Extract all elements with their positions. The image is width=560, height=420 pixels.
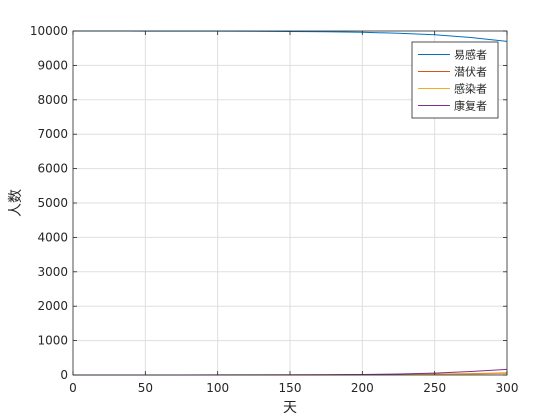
y-tick-label: 0: [60, 368, 68, 382]
x-tick-label: 250: [423, 381, 446, 395]
y-tick-label: 6000: [37, 162, 68, 176]
y-tick-label: 5000: [37, 196, 68, 210]
x-tick-label: 200: [351, 381, 374, 395]
y-tick-label: 3000: [37, 265, 68, 279]
x-tick-label: 300: [496, 381, 519, 395]
legend-label-2: 潜伏者: [454, 65, 487, 79]
y-tick-label: 7000: [37, 127, 68, 141]
x-axis-label: 天: [283, 400, 297, 416]
legend-label-3: 感染者: [454, 82, 487, 96]
legend-label-1: 易感者: [454, 49, 487, 62]
x-tick-label: 50: [138, 381, 153, 395]
y-tick-label: 1000: [37, 334, 68, 348]
y-tick-label: 2000: [37, 299, 68, 313]
ticks-layer: 0 50 100 150 200 250 3000100020003000400050006…: [30, 24, 519, 395]
y-axis-label: 人数: [8, 189, 24, 217]
legend-label-4: 康复者: [454, 99, 487, 113]
y-tick-label: 4000: [37, 230, 68, 244]
x-tick-label: 100: [206, 381, 229, 395]
x-tick-label: 150: [279, 381, 302, 395]
x-tick-label: 0: [69, 381, 77, 395]
y-tick-label: 9000: [37, 58, 68, 72]
y-tick-label: 8000: [37, 93, 68, 107]
y-tick-label: 10000: [30, 24, 68, 38]
